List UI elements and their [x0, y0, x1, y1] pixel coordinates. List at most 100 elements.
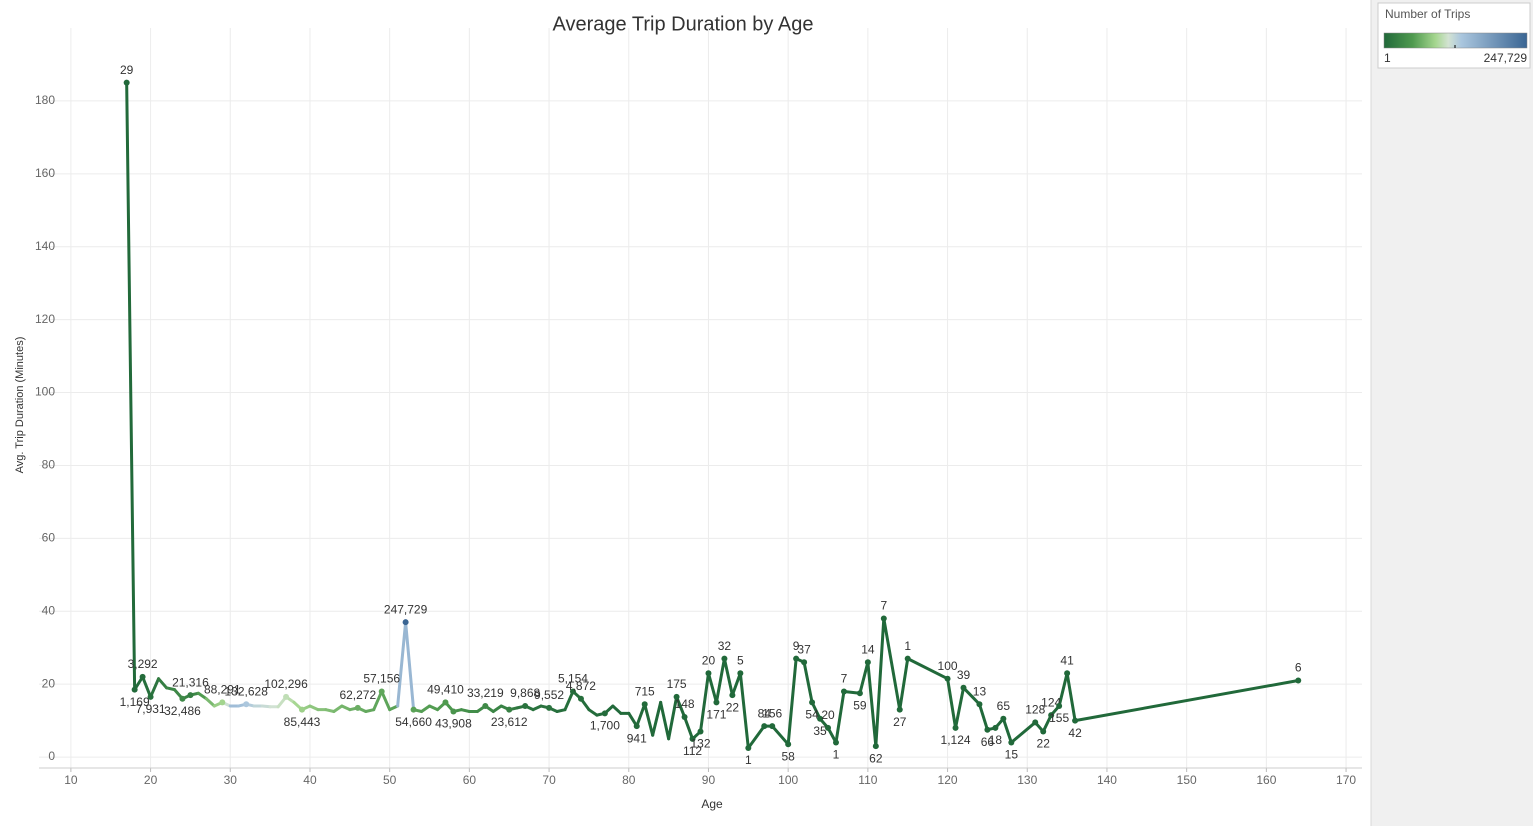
line-segment: [977, 702, 989, 732]
trip-label: 13: [973, 684, 987, 698]
data-point: [522, 703, 529, 710]
line-segment: [563, 689, 575, 712]
x-tick-label: 160: [1256, 773, 1276, 787]
line-segment: [786, 657, 798, 746]
data-point: [737, 670, 744, 677]
data-point: [131, 686, 138, 693]
trip-label: 32: [718, 639, 732, 653]
line-segment: [396, 620, 408, 708]
legend-max: 247,729: [1484, 51, 1528, 65]
x-tick-label: 90: [702, 773, 716, 787]
trip-label: 100: [938, 659, 958, 673]
y-axis-title: Avg. Trip Duration (Minutes): [14, 337, 26, 474]
data-point: [864, 659, 871, 666]
trip-label: 62,272: [339, 688, 376, 702]
data-point: [243, 701, 250, 708]
line-segment: [722, 657, 734, 697]
line-segment: [946, 677, 958, 730]
x-axis-title: Age: [701, 797, 723, 811]
trip-label: 7: [841, 672, 848, 686]
x-tick-label: 100: [778, 773, 798, 787]
trip-label: 39: [957, 668, 971, 682]
trip-label: 54: [805, 708, 819, 722]
line-segment: [380, 689, 392, 712]
line-segment: [491, 704, 503, 713]
trip-label: 66: [981, 735, 995, 749]
plot-background: [0, 0, 1371, 826]
data-point: [960, 684, 967, 691]
line-segment: [858, 660, 870, 695]
data-point: [952, 724, 959, 731]
line-segment: [141, 675, 153, 699]
line-segment: [667, 695, 679, 741]
x-tick-label: 40: [303, 773, 317, 787]
data-point: [1000, 715, 1007, 722]
data-point: [872, 743, 879, 750]
trip-label: 5: [737, 653, 744, 667]
x-tick-label: 140: [1097, 773, 1117, 787]
data-point: [689, 735, 696, 742]
line-segment: [738, 671, 750, 750]
data-point: [697, 728, 704, 735]
trip-label: 155: [1049, 711, 1069, 725]
data-point: [139, 673, 146, 680]
x-tick-label: 130: [1017, 773, 1037, 787]
data-point: [832, 739, 839, 746]
data-point: [378, 688, 385, 695]
line-segment: [1065, 671, 1077, 723]
data-point: [354, 704, 361, 711]
data-point: [976, 701, 983, 708]
line-segment: [730, 671, 742, 697]
data-point: [569, 688, 576, 695]
x-tick-label: 150: [1177, 773, 1197, 787]
trip-label: 37: [797, 642, 811, 656]
data-point: [840, 688, 847, 695]
line-segment: [906, 657, 950, 681]
trip-label: 57,156: [363, 672, 400, 686]
data-point: [546, 704, 553, 711]
data-point: [785, 741, 792, 748]
data-point: [577, 695, 584, 702]
data-point: [1056, 703, 1063, 710]
trip-label: 54,660: [395, 715, 432, 729]
trip-label: 156: [762, 706, 782, 720]
trip-label: 1: [833, 748, 840, 762]
line-segment: [706, 671, 718, 704]
data-point: [187, 692, 194, 699]
x-tick-label: 120: [938, 773, 958, 787]
trip-label: 941: [627, 731, 647, 745]
trip-label: 132,628: [225, 684, 269, 698]
data-point: [1064, 670, 1071, 677]
x-tick-label: 110: [858, 773, 877, 787]
data-point: [299, 706, 306, 713]
trip-label: 43,908: [435, 717, 472, 731]
data-point: [1032, 719, 1039, 726]
line-segment: [651, 700, 663, 737]
trip-label: 102,296: [264, 677, 308, 691]
line-segment: [635, 702, 647, 728]
trip-label: 15: [1005, 748, 1019, 762]
line-segment: [882, 617, 902, 712]
line-segment: [643, 702, 655, 737]
line-segment: [587, 708, 599, 717]
y-tick-label: 180: [35, 93, 55, 107]
trip-label: 148: [675, 697, 695, 711]
trip-label: 20: [702, 653, 716, 667]
trip-label: 35: [813, 724, 827, 738]
trip-label: 88,291: [204, 683, 241, 697]
legend-title: Number of Trips: [1385, 7, 1470, 21]
line-segment: [332, 704, 344, 713]
data-point: [721, 655, 728, 662]
data-point: [410, 706, 417, 713]
data-point: [179, 695, 186, 702]
trip-label: 4,872: [566, 679, 596, 693]
data-point: [761, 723, 768, 730]
trip-label: 175: [667, 677, 687, 691]
trip-label: 6: [1295, 661, 1302, 675]
trip-label: 22: [726, 700, 740, 714]
side-panel: [1371, 0, 1533, 826]
data-point: [1040, 728, 1047, 735]
data-point: [745, 744, 752, 751]
line-segment: [611, 704, 623, 715]
